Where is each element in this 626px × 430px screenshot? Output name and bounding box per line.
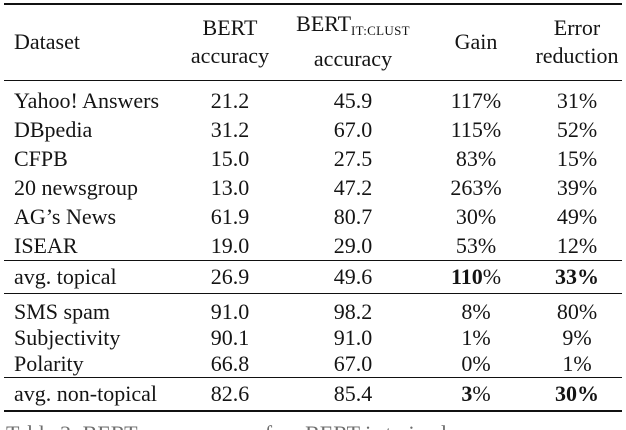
table-caption-clipped: Table 3: BERT … accuracy of … BERT is tr…: [6, 419, 620, 430]
cell-bert-accuracy: 82.6: [210, 381, 250, 406]
cell-bertit-accuracy: 67.0: [333, 351, 373, 376]
bertit-subscript: IT:CLUST: [351, 23, 410, 38]
cell-error-reduction: 49%: [556, 204, 598, 229]
cell-dataset: ISEAR: [14, 233, 78, 258]
cell-bert-accuracy: 15.0: [210, 146, 250, 171]
table-row: Subjectivity 90.1 91.0 1% 9%: [4, 325, 622, 351]
cell-gain: 1%: [461, 325, 491, 350]
cell-dataset: 20 newsgroup: [14, 175, 139, 200]
cell-bert-accuracy: 13.0: [210, 175, 250, 200]
table-row: Polarity 66.8 67.0 0% 1%: [4, 351, 622, 378]
cell-dataset: avg. non-topical: [14, 381, 157, 406]
cell-bertit-accuracy: 85.4: [333, 381, 373, 406]
col-header-error-reduction: Error reduction: [535, 14, 619, 68]
cell-bertit-accuracy: 91.0: [333, 325, 373, 350]
cell-error-reduction: 33%: [555, 264, 599, 289]
avg-nontopical-row: avg. non-topical 82.6 85.4 3% 30%: [4, 377, 622, 411]
cell-bert-accuracy: 90.1: [210, 325, 250, 350]
cell-bert-accuracy: 61.9: [210, 204, 250, 229]
cell-dataset: DBpedia: [14, 117, 93, 142]
table-row: AG’s News 61.9 80.7 30% 49%: [4, 202, 622, 231]
cell-gain: 0%: [461, 351, 491, 376]
cell-gain: 8%: [461, 299, 491, 324]
cell-gain: 83%: [455, 146, 497, 171]
table-row: SMS spam 91.0 98.2 8% 80%: [4, 294, 622, 326]
cell-dataset: Polarity: [14, 351, 84, 376]
cell-error-reduction: 31%: [556, 88, 598, 113]
cell-error-reduction: 1%: [562, 351, 592, 376]
cell-dataset: CFPB: [14, 146, 68, 171]
col-header-gain: Gain: [454, 28, 498, 54]
table-row: ISEAR 19.0 29.0 53% 12%: [4, 231, 622, 261]
cell-bertit-accuracy: 27.5: [333, 146, 373, 171]
table-header: Dataset BERT accuracy BERTIT:CLUST accur…: [4, 4, 622, 81]
table-row: CFPB 15.0 27.5 83% 15%: [4, 144, 622, 173]
table-row: DBpedia 31.2 67.0 115% 52%: [4, 115, 622, 144]
results-table: Dataset BERT accuracy BERTIT:CLUST accur…: [4, 3, 622, 412]
avg-topical-row: avg. topical 26.9 49.6 110% 33%: [4, 260, 622, 294]
cell-error-reduction: 80%: [556, 299, 598, 324]
cell-gain: 53%: [455, 233, 497, 258]
cell-gain: 117%: [450, 88, 502, 113]
cell-error-reduction: 15%: [556, 146, 598, 171]
cell-bert-accuracy: 26.9: [210, 264, 250, 289]
table-row: 20 newsgroup 13.0 47.2 263% 39%: [4, 173, 622, 202]
cell-bertit-accuracy: 98.2: [333, 299, 373, 324]
cell-error-reduction: 30%: [555, 381, 599, 406]
cell-dataset: avg. topical: [14, 264, 117, 289]
col-header-bertitclust-accuracy: BERTIT:CLUST accuracy: [296, 11, 410, 71]
cell-error-reduction: 39%: [556, 175, 598, 200]
cell-bert-accuracy: 21.2: [210, 88, 250, 113]
cell-error-reduction: 12%: [556, 233, 598, 258]
cell-dataset: Yahoo! Answers: [14, 88, 160, 113]
cell-bert-accuracy: 91.0: [210, 299, 250, 324]
cell-dataset: Subjectivity: [14, 325, 121, 350]
col-header-bert-accuracy: BERT accuracy: [190, 14, 270, 68]
cell-dataset: AG’s News: [14, 204, 117, 229]
cell-dataset: SMS spam: [14, 299, 110, 324]
cell-bert-accuracy: 19.0: [210, 233, 250, 258]
cell-gain: 110%: [450, 264, 502, 289]
cell-bertit-accuracy: 47.2: [333, 175, 373, 200]
cell-bertit-accuracy: 49.6: [333, 264, 373, 289]
cell-error-reduction: 52%: [556, 117, 598, 142]
cell-gain: 3%: [461, 381, 491, 406]
cell-bertit-accuracy: 29.0: [333, 233, 373, 258]
col-header-dataset: Dataset: [14, 28, 80, 54]
cell-bert-accuracy: 31.2: [210, 117, 250, 142]
cell-gain: 30%: [455, 204, 497, 229]
cell-error-reduction: 9%: [562, 325, 592, 350]
cell-bertit-accuracy: 80.7: [333, 204, 373, 229]
cell-gain: 263%: [450, 175, 502, 200]
cell-bertit-accuracy: 67.0: [333, 117, 373, 142]
cell-bertit-accuracy: 45.9: [333, 88, 373, 113]
table-row: Yahoo! Answers 21.2 45.9 117% 31%: [4, 81, 622, 116]
cell-bert-accuracy: 66.8: [210, 351, 250, 376]
cell-gain: 115%: [450, 117, 502, 142]
